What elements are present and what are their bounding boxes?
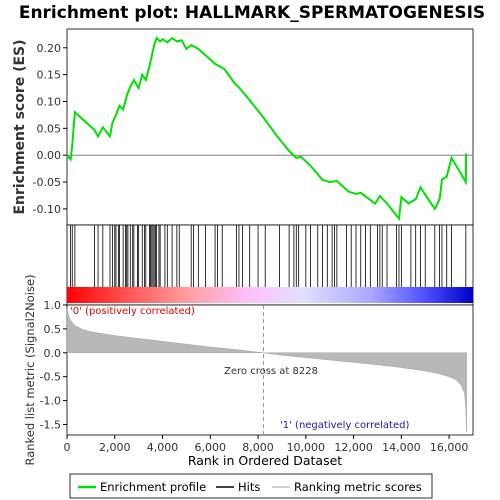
es-y-tick-label: 0.00	[37, 149, 62, 162]
es-y-tick-label: -0.10	[33, 203, 61, 216]
x-tick-label: 2,000	[99, 441, 131, 454]
hit-markers	[70, 225, 467, 287]
positive-annotation: '0' (positively correlated)	[70, 306, 195, 317]
x-tick-label: 6,000	[195, 441, 227, 454]
zero-cross-annotation: Zero cross at 8228	[224, 366, 318, 377]
metric-y-axis: -1.5 -1.0 -0.5 0.0 0.5 1.0	[40, 299, 67, 431]
es-line	[66, 36, 468, 222]
es-axis-label: Enrichment score (ES)	[12, 39, 28, 214]
es-y-tick-label: 0.05	[37, 122, 62, 135]
legend-label-hits: Hits	[238, 480, 260, 494]
metric-y-tick-label: 0.5	[44, 323, 62, 336]
x-axis: 0 2,000 4,000 6,000 8,000 10,000 12,000 14,000 1…	[64, 435, 469, 454]
negative-annotation: '1' (negatively correlated)	[280, 420, 409, 431]
x-tick-label: 12,000	[334, 441, 373, 454]
x-tick-label: 16,000	[430, 441, 469, 454]
legend-box	[69, 473, 433, 499]
metric-y-tick-label: -0.5	[40, 371, 61, 384]
es-y-tick-label: 0.15	[37, 69, 62, 82]
x-tick-label: 8,000	[242, 441, 274, 454]
chart-title: Enrichment plot: HALLMARK_SPERMATOGENESI…	[19, 3, 485, 23]
es-y-axis: -0.10 -0.05 0.00 0.05 0.10 0.15 0.20	[33, 42, 67, 216]
es-y-tick-label: 0.10	[37, 95, 62, 108]
x-tick-label: 10,000	[287, 441, 326, 454]
x-tick-label: 0	[64, 441, 71, 454]
rank-color-bar	[67, 287, 473, 303]
es-y-tick-label: -0.05	[33, 176, 61, 189]
metric-y-tick-label: -1.5	[40, 418, 61, 431]
legend-label-metric: Ranking metric scores	[294, 480, 422, 494]
x-tick-label: 4,000	[147, 441, 179, 454]
legend-label-enrichment: Enrichment profile	[100, 480, 206, 494]
metric-panel-frame	[66, 304, 474, 436]
metric-y-tick-label: 0.0	[44, 347, 62, 360]
metric-axis-label: Ranked list metric (Signal2Noise)	[23, 274, 37, 465]
ranking-metric-area	[66, 308, 467, 432]
metric-y-tick-label: -1.0	[40, 395, 61, 408]
es-y-tick-label: 0.20	[37, 42, 62, 55]
metric-y-tick-label: 1.0	[44, 299, 62, 312]
x-axis-label: Rank in Ordered Dataset	[188, 453, 342, 468]
x-tick-label: 14,000	[382, 441, 421, 454]
